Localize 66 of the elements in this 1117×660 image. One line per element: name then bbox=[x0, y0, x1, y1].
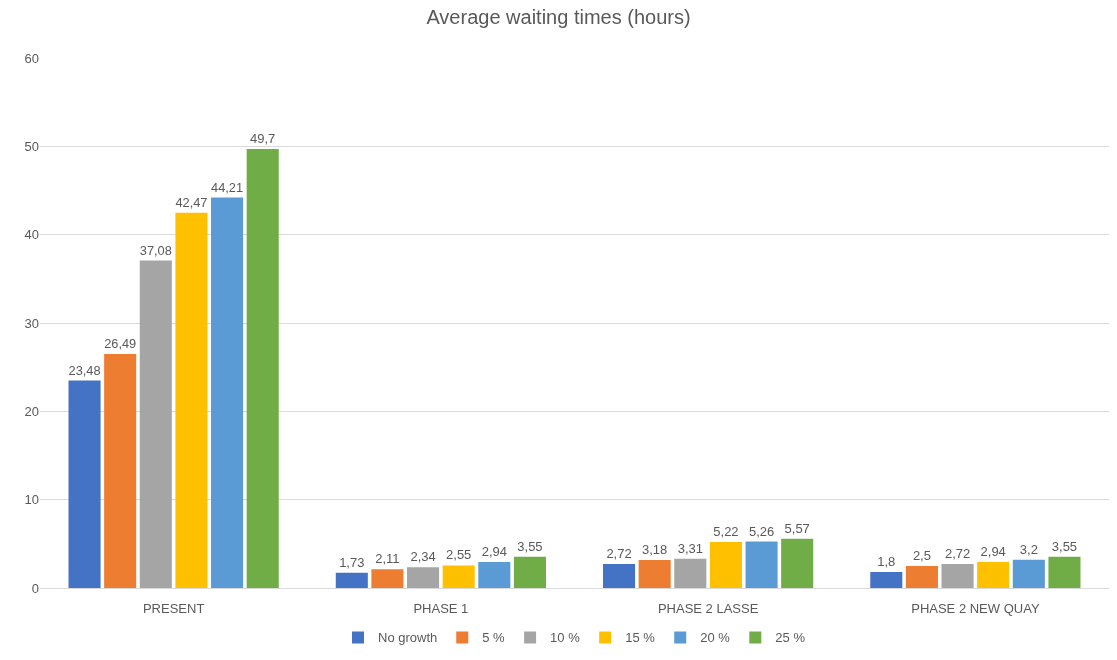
data-label: 2,55 bbox=[446, 547, 472, 563]
data-label: 2,34 bbox=[410, 549, 436, 565]
bar bbox=[139, 260, 172, 588]
x-tick-label: PRESENT bbox=[142, 600, 205, 616]
bar bbox=[335, 572, 368, 588]
y-tick-label: 30 bbox=[24, 315, 39, 331]
bar bbox=[175, 212, 208, 588]
bar bbox=[781, 538, 814, 588]
bar bbox=[407, 567, 440, 588]
data-label: 44,21 bbox=[211, 179, 244, 195]
data-label: 5,26 bbox=[748, 523, 775, 539]
legend-label: 20 % bbox=[700, 630, 731, 646]
legend-label: 25 % bbox=[775, 630, 806, 646]
bar bbox=[638, 559, 671, 588]
bar bbox=[211, 197, 244, 588]
data-label: 37,08 bbox=[139, 242, 172, 258]
bar bbox=[104, 354, 137, 588]
y-tick-label: 50 bbox=[24, 138, 39, 154]
data-label: 3,2 bbox=[1019, 541, 1038, 557]
data-label: 3,55 bbox=[1051, 538, 1078, 554]
data-label: 1,8 bbox=[877, 554, 896, 570]
y-tick-label: 60 bbox=[24, 50, 39, 66]
bar bbox=[1012, 559, 1045, 588]
bar bbox=[371, 569, 404, 588]
legend-label: No growth bbox=[378, 630, 438, 646]
bar bbox=[674, 558, 707, 588]
data-label: 5,57 bbox=[784, 520, 810, 536]
legend-label: 10 % bbox=[550, 630, 581, 646]
data-label: 2,11 bbox=[375, 551, 400, 567]
bar bbox=[1048, 556, 1081, 588]
y-tick-label: 40 bbox=[24, 227, 39, 243]
x-tick-label: PHASE 2 LASSE bbox=[657, 600, 759, 616]
legend-label: 5 % bbox=[482, 630, 506, 646]
y-tick-label: 20 bbox=[24, 403, 39, 419]
data-label: 49,7 bbox=[250, 130, 276, 146]
data-label: 2,94 bbox=[481, 544, 507, 560]
data-label: 3,18 bbox=[642, 541, 668, 557]
chart-title: Average waiting times (hours) bbox=[426, 5, 691, 28]
bar bbox=[246, 148, 279, 588]
data-label: 2,72 bbox=[606, 545, 632, 561]
data-label: 42,47 bbox=[175, 194, 208, 210]
bar bbox=[941, 563, 974, 588]
legend-label: 15 % bbox=[625, 630, 656, 646]
x-tick-label: PHASE 1 bbox=[413, 600, 469, 616]
data-label: 26,49 bbox=[104, 336, 137, 352]
y-tick-label: 0 bbox=[31, 580, 39, 596]
bar bbox=[977, 562, 1010, 588]
bar bbox=[905, 565, 938, 588]
bar bbox=[745, 541, 778, 588]
data-label: 5,22 bbox=[713, 523, 739, 539]
x-tick-label: PHASE 2 NEW QUAY bbox=[911, 600, 1040, 616]
data-label: 1,73 bbox=[339, 554, 365, 570]
bar bbox=[513, 556, 546, 588]
data-label: 2,94 bbox=[980, 544, 1006, 560]
bar bbox=[709, 541, 742, 588]
data-label: 3,31 bbox=[677, 540, 703, 556]
data-label: 2,72 bbox=[944, 545, 971, 561]
bar bbox=[68, 380, 101, 588]
data-label: 2,5 bbox=[912, 547, 931, 563]
bar bbox=[442, 565, 475, 588]
bar bbox=[478, 562, 511, 588]
bar bbox=[870, 572, 903, 588]
bar bbox=[603, 563, 636, 588]
data-label: 23,48 bbox=[68, 362, 101, 378]
y-tick-label: 10 bbox=[24, 492, 39, 508]
data-label: 3,55 bbox=[517, 538, 543, 554]
